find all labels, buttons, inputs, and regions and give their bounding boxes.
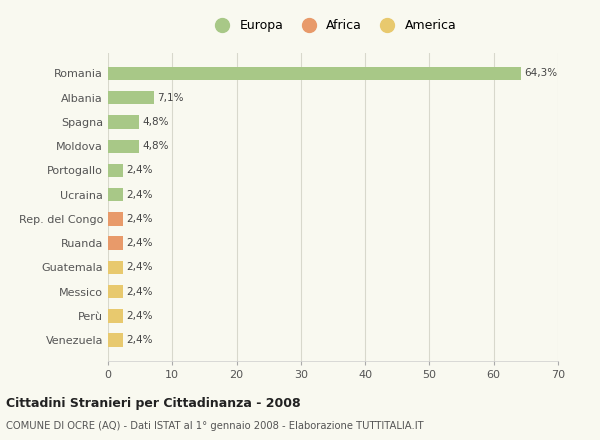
Bar (108, 188, 124, 202)
Text: 2,4%: 2,4% (127, 238, 153, 248)
Legend: Europa, Africa, America: Europa, Africa, America (210, 19, 456, 32)
Bar (108, 164, 124, 177)
Text: 2,4%: 2,4% (127, 165, 153, 176)
Bar (108, 236, 124, 250)
Bar (108, 334, 124, 347)
Text: 2,4%: 2,4% (127, 286, 153, 297)
Bar (108, 261, 124, 274)
Text: 7,1%: 7,1% (157, 93, 184, 103)
Bar (108, 139, 139, 153)
Text: 2,4%: 2,4% (127, 190, 153, 200)
Text: 4,8%: 4,8% (142, 141, 169, 151)
Text: Cittadini Stranieri per Cittadinanza - 2008: Cittadini Stranieri per Cittadinanza - 2… (6, 397, 301, 410)
Bar (108, 212, 124, 226)
Text: COMUNE DI OCRE (AQ) - Dati ISTAT al 1° gennaio 2008 - Elaborazione TUTTITALIA.IT: COMUNE DI OCRE (AQ) - Dati ISTAT al 1° g… (6, 421, 424, 431)
Bar (108, 91, 154, 104)
Bar (108, 67, 521, 80)
Text: 4,8%: 4,8% (142, 117, 169, 127)
Bar (108, 285, 124, 298)
Text: 2,4%: 2,4% (127, 262, 153, 272)
Text: 2,4%: 2,4% (127, 311, 153, 321)
Text: 2,4%: 2,4% (127, 335, 153, 345)
Bar (108, 115, 139, 128)
Text: 64,3%: 64,3% (524, 69, 557, 78)
Text: 2,4%: 2,4% (127, 214, 153, 224)
Bar (108, 309, 124, 323)
